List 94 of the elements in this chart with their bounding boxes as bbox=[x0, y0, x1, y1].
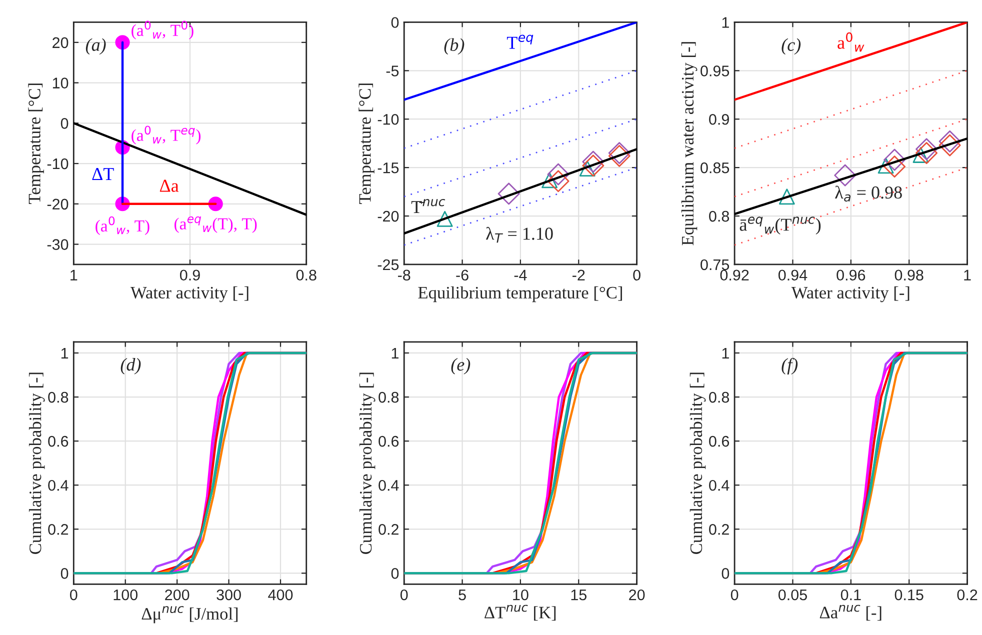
y-tick-label: 0.9 bbox=[709, 114, 729, 125]
y-axis-title: Equilibrium water activity [-] bbox=[681, 42, 698, 246]
y-tick-label: -10 bbox=[378, 114, 399, 125]
y-tick-label: 1 bbox=[722, 348, 729, 359]
y-tick-label: -30 bbox=[47, 239, 68, 250]
annotation: (a) bbox=[86, 38, 106, 55]
y-tick-label: -20 bbox=[378, 210, 399, 222]
series-label: ΔT bbox=[92, 168, 114, 180]
y-tick-label: 0.75 bbox=[700, 259, 730, 270]
series-label: (a$^{0}$$_{w}$, T$^{eq}$) bbox=[132, 126, 201, 144]
y-tick-label: 0.8 bbox=[48, 392, 68, 403]
annotation: (c) bbox=[782, 38, 801, 55]
x-axis-title: Water activity [-] bbox=[791, 286, 910, 302]
annotation: (d) bbox=[120, 358, 141, 374]
y-axis-title: Cumulative probability [-] bbox=[690, 372, 706, 554]
annotation: (b) bbox=[444, 38, 464, 55]
series-label: (a$^{eq}$$_{w}$(T), T) bbox=[174, 216, 257, 233]
x-tick-label: 0.8 bbox=[296, 270, 316, 281]
y-axis-title: Temperature [°C] bbox=[358, 84, 374, 204]
annotation: T̄$^{nuc}$ bbox=[411, 199, 446, 213]
y-tick-label: 0.6 bbox=[378, 436, 399, 447]
annotation: ā$^{eq}$$_{w}$(T$^{nuc}$) bbox=[740, 216, 821, 235]
annotation: (e) bbox=[451, 358, 470, 374]
y-tick-label: 0.2 bbox=[378, 524, 398, 535]
x-tick-label: 5 bbox=[458, 590, 466, 600]
x-tick-label: 20 bbox=[629, 589, 645, 600]
y-tick-label: 0.2 bbox=[709, 524, 729, 535]
x-axis-title: Δa$^{nuc}$ [-] bbox=[820, 604, 882, 621]
y-tick-label: 10 bbox=[52, 78, 68, 88]
x-tick-label: 0.1 bbox=[840, 589, 861, 600]
x-tick-label: 0 bbox=[633, 270, 640, 281]
x-axis-title: ΔT$^{nuc}$ [K] bbox=[484, 604, 556, 621]
x-tick-label: -8 bbox=[398, 270, 410, 281]
x-tick-label: 0.94 bbox=[778, 270, 808, 281]
y-axis-title: Temperature [°C] bbox=[28, 84, 44, 204]
series-label: (a$^{0}$$_{w}$, T) bbox=[96, 216, 150, 235]
y-tick-label: -10 bbox=[47, 158, 68, 170]
y-tick-label: -25 bbox=[378, 259, 399, 270]
y-tick-label: -20 bbox=[47, 198, 68, 210]
y-tick-label: 0 bbox=[60, 568, 68, 579]
y-tick-label: 0.8 bbox=[709, 210, 730, 222]
x-tick-label: 300 bbox=[216, 589, 241, 600]
y-tick-label: 0 bbox=[391, 568, 399, 579]
x-axis-title: Water activity [-] bbox=[130, 286, 248, 302]
x-axis-title: Δμ$^{nuc}$ [J/mol] bbox=[142, 606, 238, 624]
annotation: (f) bbox=[782, 358, 798, 374]
x-tick-label: 0.96 bbox=[836, 270, 866, 281]
y-tick-label: 0.85 bbox=[700, 162, 730, 174]
y-tick-label: 0.95 bbox=[700, 66, 730, 76]
series-label: T$^{eq}$ bbox=[506, 34, 534, 49]
x-tick-label: 15 bbox=[571, 590, 586, 600]
annotation: λ$_{a}$ = 0.98 bbox=[835, 186, 902, 202]
x-tick-label: -2 bbox=[572, 270, 585, 280]
y-tick-label: 1 bbox=[722, 17, 729, 28]
y-tick-label: 1 bbox=[392, 348, 398, 359]
annotation: λ$_{T}$ = 1.10 bbox=[486, 226, 553, 243]
y-tick-label: 0 bbox=[391, 17, 399, 28]
x-tick-label: -4 bbox=[514, 270, 527, 280]
x-tick-label: 0.9 bbox=[180, 270, 200, 281]
x-axis-title: Equilibrium temperature [°C] bbox=[418, 286, 622, 302]
x-tick-label: 1 bbox=[70, 270, 78, 280]
y-tick-label: 0.4 bbox=[378, 480, 399, 491]
y-tick-label: 0.8 bbox=[709, 392, 730, 403]
series-label: Δa bbox=[160, 180, 179, 192]
y-tick-label: 0 bbox=[722, 568, 730, 579]
y-tick-label: 0.4 bbox=[709, 480, 730, 491]
y-tick-label: 0.4 bbox=[48, 480, 68, 491]
x-tick-label: 0 bbox=[730, 589, 738, 600]
x-tick-label: 0.98 bbox=[894, 270, 924, 281]
x-tick-label: 0.2 bbox=[957, 589, 978, 600]
x-tick-label: 1 bbox=[964, 270, 971, 280]
y-axis-title: Cumulative probability [-] bbox=[359, 372, 376, 554]
x-tick-label: 0.05 bbox=[778, 589, 807, 600]
y-tick-label: -15 bbox=[378, 162, 399, 174]
x-tick-label: 200 bbox=[165, 589, 190, 600]
y-tick-label: 0.6 bbox=[48, 436, 68, 447]
y-tick-label: 0.6 bbox=[709, 436, 730, 447]
y-tick-label: 0.8 bbox=[378, 392, 399, 403]
series-label: (a$^{0}$$_{w}$, T$^{0}$) bbox=[132, 20, 194, 40]
y-tick-label: -5 bbox=[386, 66, 399, 76]
x-tick-label: 100 bbox=[114, 589, 138, 600]
x-tick-label: -6 bbox=[456, 270, 468, 281]
x-tick-label: 400 bbox=[268, 589, 293, 600]
x-tick-label: 0.92 bbox=[720, 270, 749, 281]
x-tick-label: 10 bbox=[513, 589, 528, 600]
y-tick-label: 1 bbox=[61, 348, 68, 359]
y-tick-label: 20 bbox=[52, 37, 68, 48]
y-tick-label: 0 bbox=[60, 118, 68, 129]
y-tick-label: 0.2 bbox=[48, 524, 68, 535]
x-tick-label: 0 bbox=[400, 589, 408, 600]
x-tick-label: 0 bbox=[70, 589, 78, 600]
x-tick-label: 0.15 bbox=[894, 589, 924, 600]
y-axis-title: Cumulative probability [-] bbox=[28, 372, 45, 554]
series-label: a$^{0}$$_{w}$ bbox=[838, 32, 864, 52]
